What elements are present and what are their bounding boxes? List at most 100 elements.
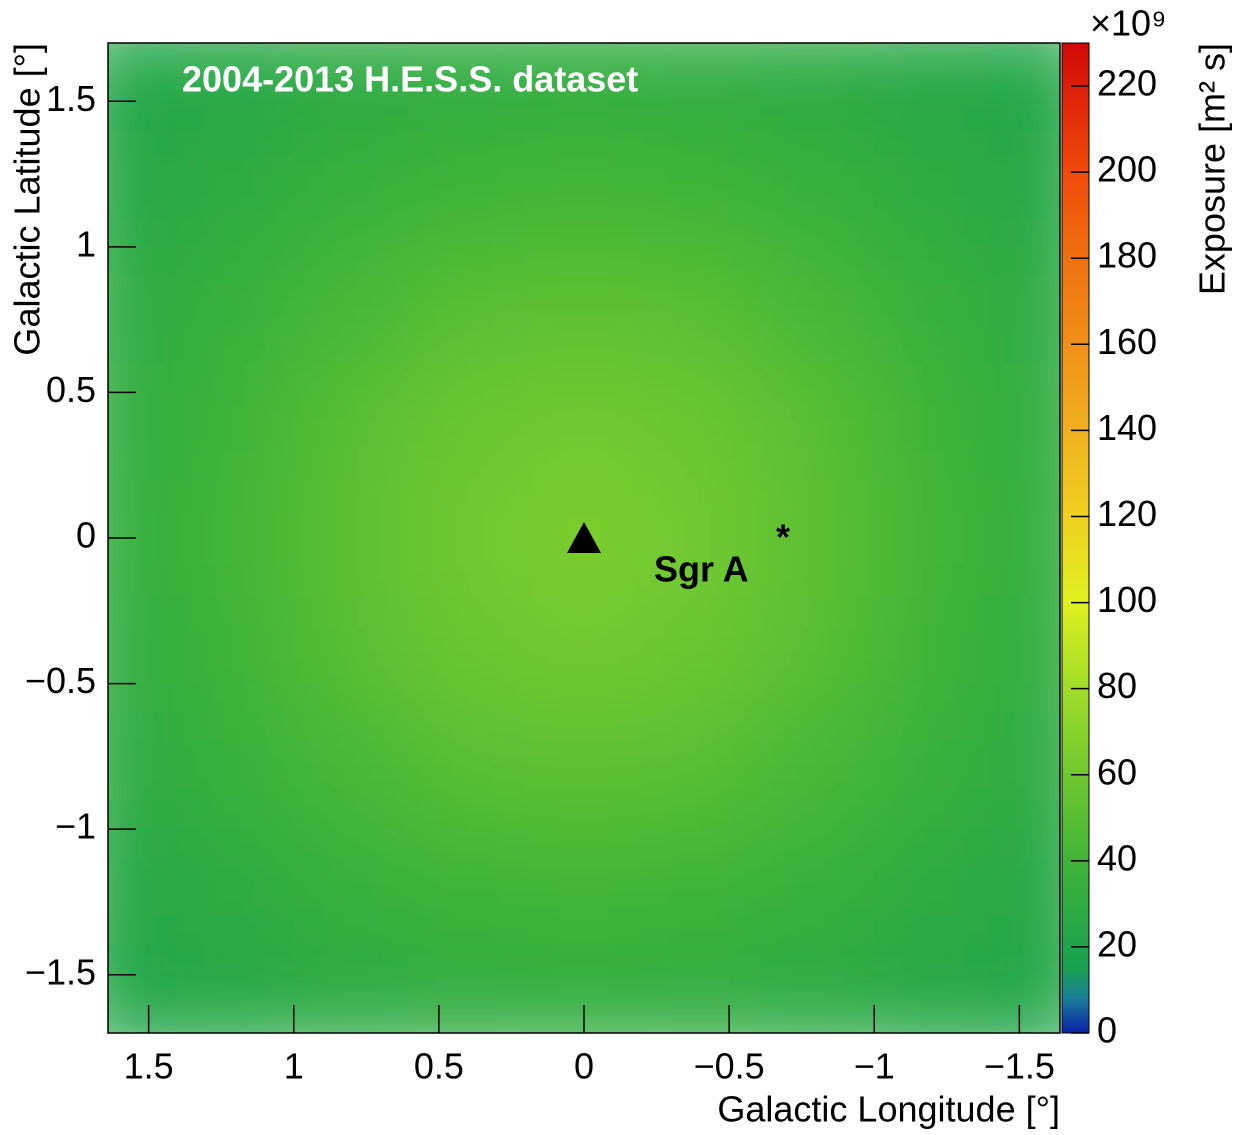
heatmap-cell bbox=[177, 945, 295, 1033]
heatmap-cell bbox=[989, 362, 1060, 481]
colorbar-tick-label: 180 bbox=[1097, 235, 1157, 276]
heatmap-cell bbox=[641, 595, 759, 714]
heatmap-cell bbox=[177, 828, 295, 947]
heatmap-cell bbox=[108, 362, 179, 481]
y-axis-label: Galactic Latitude [°] bbox=[7, 43, 48, 356]
heatmap-cell bbox=[293, 595, 411, 714]
heatmap-cell bbox=[989, 712, 1060, 830]
heatmap-cell bbox=[177, 479, 295, 597]
heatmap-cell bbox=[108, 945, 179, 1033]
x-tick-label: 0.5 bbox=[414, 1046, 464, 1087]
heatmap-cell bbox=[757, 129, 875, 248]
heatmap-cell bbox=[293, 246, 411, 364]
heatmap-cell bbox=[409, 129, 527, 248]
heatmap-cell bbox=[293, 945, 411, 1033]
heatmap-cell bbox=[293, 828, 411, 947]
heatmap-cell bbox=[525, 362, 643, 481]
y-tick-label: −1 bbox=[55, 806, 96, 847]
x-tick-label: 0 bbox=[574, 1046, 594, 1087]
y-tick-label: 1.5 bbox=[46, 78, 96, 119]
heatmap-cell bbox=[873, 479, 991, 597]
heatmap-cell bbox=[409, 479, 527, 597]
heatmap-cell bbox=[989, 945, 1060, 1033]
heatmap-cell bbox=[989, 595, 1060, 714]
colorbar-tick-label: 120 bbox=[1097, 493, 1157, 534]
x-tick-label: −1 bbox=[854, 1046, 895, 1087]
heatmap-cell bbox=[525, 129, 643, 248]
heatmap-cell bbox=[409, 246, 527, 364]
colorbar-tick-label: 220 bbox=[1097, 63, 1157, 104]
heatmap-cell bbox=[641, 246, 759, 364]
colorbar-multiplier: ×10⁹ bbox=[1090, 3, 1166, 44]
heatmap-cell bbox=[293, 43, 411, 131]
heatmap-cell bbox=[293, 129, 411, 248]
y-tick-label: 0.5 bbox=[46, 369, 96, 410]
heatmap-cell bbox=[525, 43, 643, 131]
colorbar-tick-label: 160 bbox=[1097, 321, 1157, 362]
heatmap-cell bbox=[177, 712, 295, 830]
y-tick-label: −0.5 bbox=[25, 660, 96, 701]
colorbar-label: Exposure [m² s] bbox=[1192, 43, 1233, 295]
colorbar bbox=[1061, 42, 1090, 1034]
colorbar-tick-label: 200 bbox=[1097, 149, 1157, 190]
heatmap-cell bbox=[989, 479, 1060, 597]
x-tick-label: 1.5 bbox=[124, 1046, 174, 1087]
heatmap-cell bbox=[293, 712, 411, 830]
heatmap-cell bbox=[409, 362, 527, 481]
heatmap bbox=[108, 43, 1060, 1033]
x-tick-label: −1.5 bbox=[984, 1046, 1055, 1087]
heatmap-cell bbox=[757, 362, 875, 481]
heatmap-cell bbox=[525, 246, 643, 364]
colorbar-tick-label: 80 bbox=[1097, 665, 1137, 706]
source-label-sup: * bbox=[776, 517, 790, 558]
y-tick-label: −1.5 bbox=[25, 951, 96, 992]
heatmap-cell bbox=[641, 362, 759, 481]
colorbar-tick-label: 100 bbox=[1097, 579, 1157, 620]
colorbar-tick-label: 20 bbox=[1097, 923, 1137, 964]
heatmap-cell bbox=[409, 595, 527, 714]
heatmap-cell bbox=[409, 43, 527, 131]
heatmap-cell bbox=[409, 712, 527, 830]
heatmap-cell bbox=[108, 828, 179, 947]
heatmap-cell bbox=[757, 246, 875, 364]
source-label: Sgr A bbox=[654, 549, 749, 590]
heatmap-cell bbox=[108, 129, 179, 248]
x-axis-label: Galactic Longitude [°] bbox=[717, 1089, 1060, 1130]
heatmap-cell bbox=[641, 479, 759, 597]
heatmap-cell bbox=[873, 945, 991, 1033]
heatmap-cell bbox=[989, 828, 1060, 947]
heatmap-cell bbox=[757, 595, 875, 714]
heatmap-cell bbox=[641, 129, 759, 248]
heatmap-cell bbox=[108, 246, 179, 364]
y-tick-label: 1 bbox=[76, 223, 96, 264]
heatmap-cell bbox=[641, 712, 759, 830]
heatmap-cell bbox=[177, 129, 295, 248]
heatmap-cell bbox=[293, 362, 411, 481]
heatmap-cell bbox=[873, 362, 991, 481]
heatmap-cell bbox=[525, 828, 643, 947]
heatmap-cell bbox=[177, 595, 295, 714]
heatmap-cell bbox=[873, 595, 991, 714]
heatmap-cells bbox=[108, 43, 1060, 1033]
heatmap-cell bbox=[177, 362, 295, 481]
heatmap-cell bbox=[525, 712, 643, 830]
heatmap-cell bbox=[757, 479, 875, 597]
colorbar-tick-label: 60 bbox=[1097, 751, 1137, 792]
heatmap-cell bbox=[108, 43, 179, 131]
heatmap-cell bbox=[525, 595, 643, 714]
heatmap-cell bbox=[989, 246, 1060, 364]
heatmap-cell bbox=[873, 712, 991, 830]
heatmap-cell bbox=[108, 595, 179, 714]
heatmap-cell bbox=[989, 129, 1060, 248]
heatmap-cell bbox=[409, 945, 527, 1033]
heatmap-cell bbox=[873, 129, 991, 248]
heatmap-cell bbox=[409, 828, 527, 947]
heatmap-cell bbox=[177, 43, 295, 131]
heatmap-cell bbox=[641, 945, 759, 1033]
heatmap-cell bbox=[641, 43, 759, 131]
heatmap-cell bbox=[757, 43, 875, 131]
heatmap-cell bbox=[757, 945, 875, 1033]
heatmap-cell bbox=[177, 246, 295, 364]
heatmap-cell bbox=[873, 246, 991, 364]
